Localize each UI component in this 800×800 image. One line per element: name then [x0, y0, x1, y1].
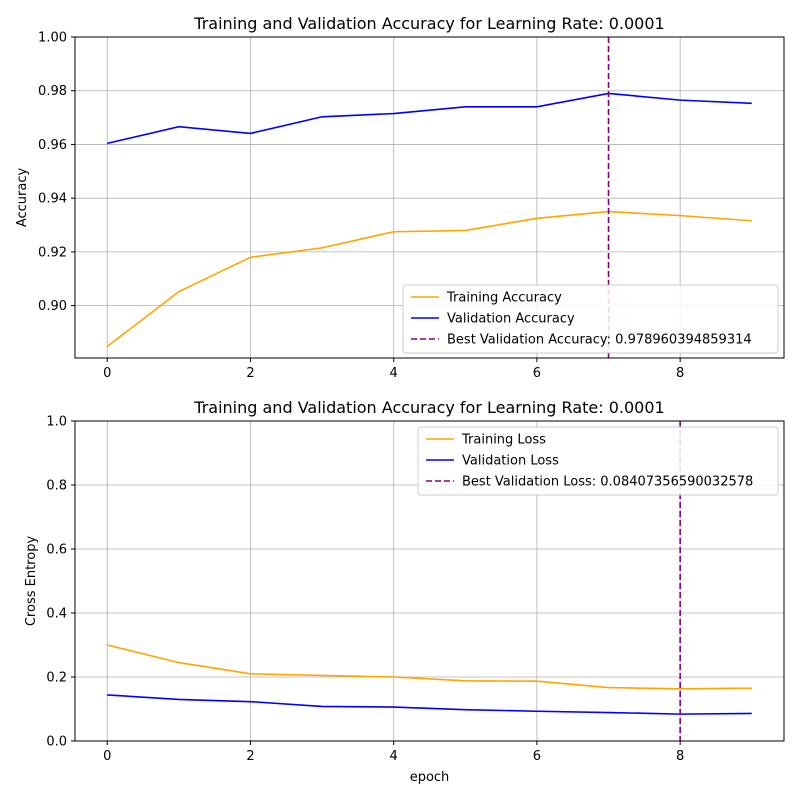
y-tick-label: 0.92: [38, 245, 67, 260]
x-tick-label: 2: [246, 366, 254, 381]
legend-entry-label: Training Accuracy: [446, 291, 562, 306]
x-tick-label: 0: [103, 749, 111, 764]
y-axis-label: Cross Entropy: [24, 536, 39, 627]
series-line-validation: [107, 694, 752, 715]
y-tick-label: 0.96: [38, 138, 67, 153]
legend-box: [402, 284, 779, 354]
x-tick-label: 6: [533, 749, 541, 764]
x-tick-label: 8: [676, 366, 684, 381]
series-line-validation: [107, 92, 752, 145]
y-tick-label: 1.0: [46, 415, 67, 430]
y-tick-label: 0.6: [46, 543, 67, 558]
legend: Training Loss Validation Loss Best Validat…: [417, 426, 779, 496]
accuracy-chart: 0 2 4 6 8 0.90 0.92 0.94 0.96 0.98 1.00 Training an…: [15, 14, 785, 381]
legend-box: [417, 426, 779, 496]
y-tick-label: 0.8: [46, 479, 67, 494]
x-tick-label: 6: [533, 366, 541, 381]
loss-chart: 0 2 4 6 8 0.0 0.2 0.4 0.6 0.8 1.0 Training and Vali…: [24, 398, 785, 785]
chart-title: Training and Validation Accuracy for Lea…: [193, 14, 664, 33]
series-line-training: [106, 210, 752, 348]
plot-frame: [74, 420, 785, 742]
x-tick-label: 4: [390, 749, 398, 764]
legend-entry-label: Validation Loss: [462, 454, 559, 469]
legend-entry-label: Best Validation Accuracy: 0.978960394859…: [447, 333, 752, 348]
chart-title: Training and Validation Accuracy for Lea…: [193, 398, 664, 417]
legend-entry-label: Validation Accuracy: [447, 312, 575, 327]
x-tick-label: 8: [676, 749, 684, 764]
legend: Training Accuracy Validation Accuracy Best…: [402, 284, 779, 354]
y-tick-label: 0.90: [38, 299, 67, 314]
y-tick-label: 0.2: [46, 671, 67, 686]
legend-entry-label: Best Validation Loss: 0.0840735659003257…: [462, 475, 753, 490]
plot-frame: [74, 36, 785, 359]
x-tick-label: 0: [103, 366, 111, 381]
y-tick-label: 1.00: [38, 31, 67, 46]
y-tick-label: 0.4: [46, 607, 67, 622]
legend-entry-label: Training Loss: [461, 433, 546, 448]
y-axis-label: Accuracy: [15, 168, 30, 228]
series-line-training: [107, 644, 752, 690]
y-tick-label: 0.94: [38, 192, 67, 207]
y-tick-label: 0.98: [38, 84, 67, 99]
x-tick-label: 4: [390, 366, 398, 381]
y-tick-label: 0.0: [46, 735, 67, 750]
x-axis-label: epoch: [410, 770, 450, 785]
x-tick-label: 2: [246, 749, 254, 764]
